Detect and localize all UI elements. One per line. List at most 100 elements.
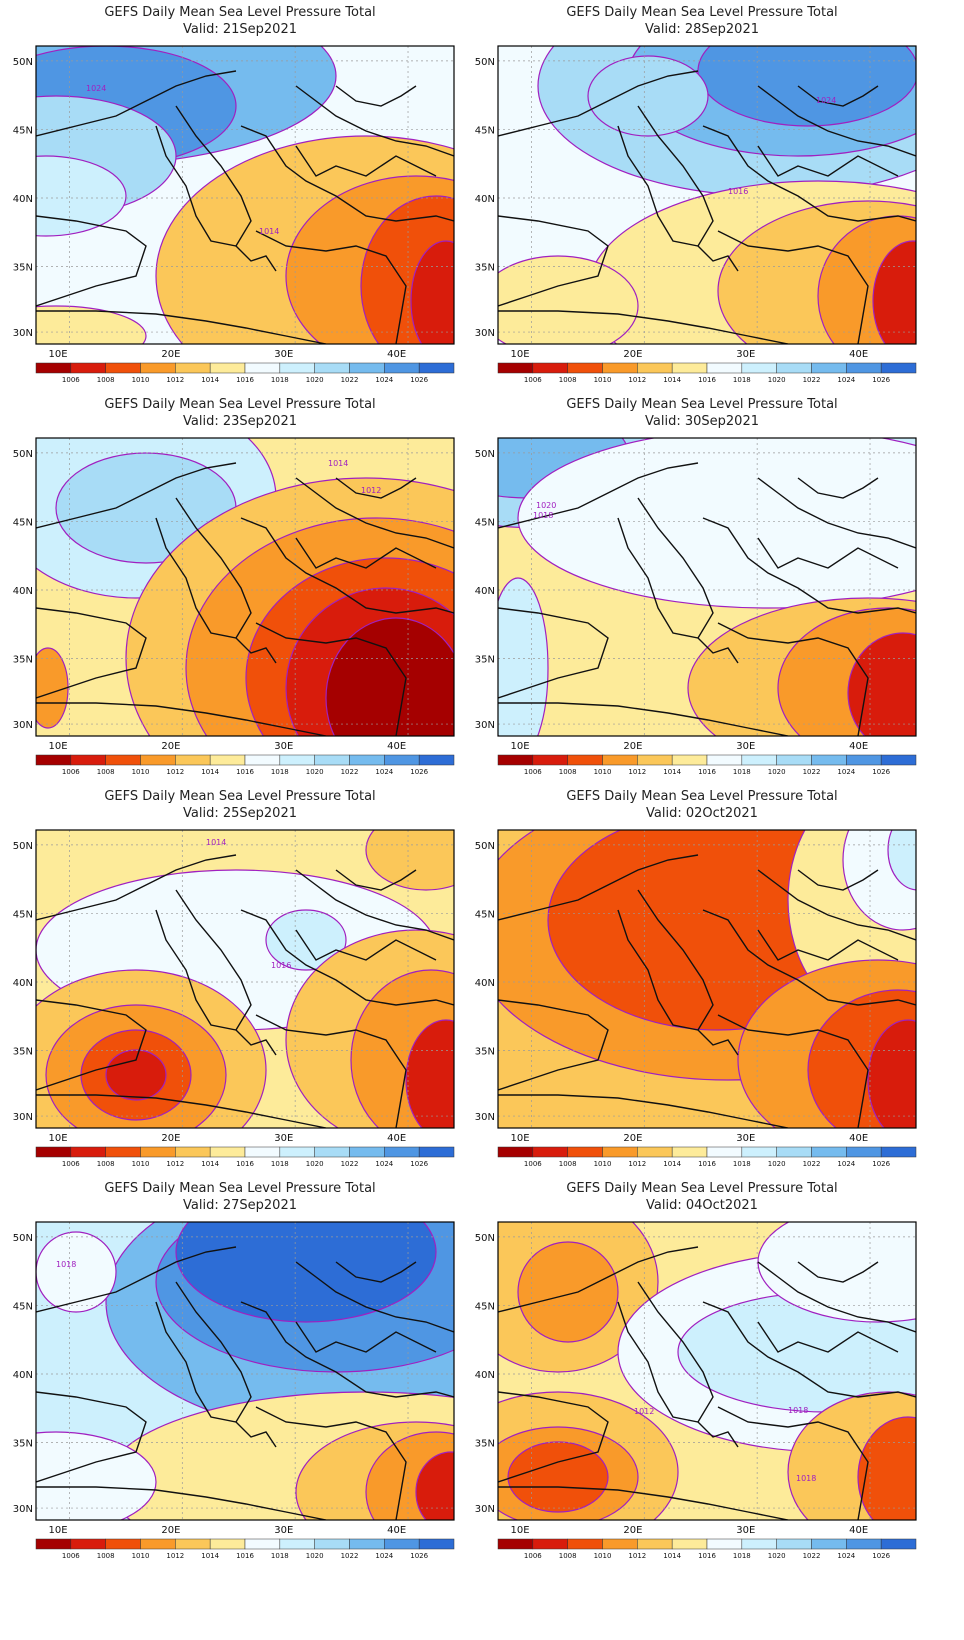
- coastline: [797, 477, 879, 499]
- colorbar-label: 1018: [271, 1160, 289, 1168]
- lat-tick-label: 30N: [13, 1504, 33, 1515]
- lon-tick-label: 40E: [849, 741, 868, 752]
- colorbar-label: 1012: [166, 768, 184, 776]
- lon-tick-label: 10E: [49, 349, 68, 360]
- lon-tick-label: 20E: [623, 741, 642, 752]
- lat-tick-label: 50N: [475, 57, 495, 68]
- lat-tick-label: 40N: [475, 194, 495, 205]
- isobar-region: [325, 617, 454, 736]
- colorbar-label: 1018: [271, 1552, 289, 1560]
- lat-tick-label: 30N: [13, 720, 33, 731]
- lat-tick-label: 30N: [13, 1112, 33, 1123]
- colorbar-swatch: [140, 1146, 176, 1158]
- panel-title: GEFS Daily Mean Sea Level Pressure Total: [566, 1181, 838, 1196]
- colorbar-swatch: [846, 1146, 882, 1158]
- coastline: [335, 477, 417, 499]
- colorbar-swatch: [418, 1538, 455, 1550]
- colorbar-label: 1014: [201, 376, 219, 384]
- coastline: [702, 517, 916, 614]
- coastline: [498, 1391, 609, 1483]
- colorbar-swatch: [209, 362, 246, 374]
- colorbar-label: 1010: [132, 768, 150, 776]
- colorbar-swatch: [244, 1146, 281, 1158]
- colorbar-swatch: [880, 362, 917, 374]
- colorbar-label: 1022: [341, 1552, 359, 1560]
- colorbar-label: 1024: [375, 1160, 393, 1168]
- colorbar-swatch: [209, 1538, 246, 1550]
- coastline: [36, 1246, 237, 1313]
- colorbar-label: 1006: [524, 376, 542, 384]
- lon-tick-label: 40E: [387, 741, 406, 752]
- isobar-region: [175, 1222, 437, 1323]
- colorbar-swatch: [706, 1146, 743, 1158]
- coastline: [702, 909, 916, 1006]
- colorbar-label: 1010: [594, 768, 612, 776]
- coastline: [295, 477, 454, 549]
- colorbar-label: 1010: [594, 376, 612, 384]
- isobar-region: [36, 155, 127, 237]
- lon-tick-label: 30E: [274, 349, 293, 360]
- colorbar-label: 1008: [559, 376, 577, 384]
- coastline: [36, 1391, 147, 1483]
- colorbar-swatch: [602, 362, 638, 374]
- colorbar-swatch: [602, 1146, 638, 1158]
- colorbar-swatch: [497, 1146, 534, 1158]
- colorbar-label: 1026: [872, 1552, 890, 1560]
- colorbar-swatch: [35, 1538, 72, 1550]
- lat-tick-label: 40N: [13, 1370, 33, 1381]
- colorbar-swatch: [418, 362, 455, 374]
- colorbar-swatch: [175, 1538, 211, 1550]
- lon-tick-label: 10E: [49, 1525, 68, 1536]
- colorbar-label: 1014: [201, 1552, 219, 1560]
- colorbar-swatch: [567, 754, 603, 766]
- colorbar-swatch: [671, 754, 708, 766]
- colorbar-label: 1006: [524, 1552, 542, 1560]
- colorbar-label: 1010: [132, 376, 150, 384]
- panel-title: GEFS Daily Mean Sea Level Pressure Total: [566, 397, 838, 412]
- colorbar-label: 1008: [559, 768, 577, 776]
- isobar-label: 1012: [361, 486, 381, 495]
- coastline: [498, 1094, 789, 1128]
- isobar-label: 1014: [259, 227, 279, 236]
- lat-tick-label: 35N: [13, 1047, 33, 1058]
- lon-tick-label: 20E: [161, 349, 180, 360]
- colorbar-swatch: [637, 1538, 673, 1550]
- colorbar-label: 1020: [306, 376, 324, 384]
- lon-tick-label: 40E: [387, 1525, 406, 1536]
- coastline: [757, 1261, 916, 1333]
- colorbar-label: 1024: [375, 376, 393, 384]
- coastline: [498, 1486, 789, 1520]
- lon-tick-label: 10E: [511, 1525, 530, 1536]
- coastline: [36, 999, 147, 1091]
- colorbar-swatch: [140, 362, 176, 374]
- colorbar-swatch: [140, 1538, 176, 1550]
- lon-tick-label: 40E: [849, 1525, 868, 1536]
- lat-tick-label: 30N: [13, 328, 33, 339]
- isobar-region: [517, 1241, 619, 1343]
- coastline: [255, 1014, 407, 1128]
- colorbar-label: 1024: [375, 1552, 393, 1560]
- lon-tick-label: 30E: [736, 1133, 755, 1144]
- colorbar-label: 1020: [768, 768, 786, 776]
- colorbar-swatch: [418, 1146, 455, 1158]
- colorbar-swatch: [671, 362, 708, 374]
- lon-tick-label: 40E: [387, 1133, 406, 1144]
- lon-tick-label: 10E: [49, 741, 68, 752]
- colorbar-label: 1014: [201, 1160, 219, 1168]
- colorbar-label: 1014: [663, 1552, 681, 1560]
- colorbar-swatch: [846, 1538, 882, 1550]
- lon-tick-label: 20E: [161, 741, 180, 752]
- lon-tick-label: 40E: [849, 1133, 868, 1144]
- colorbar-label: 1008: [559, 1160, 577, 1168]
- lat-tick-label: 35N: [13, 1439, 33, 1450]
- lon-tick-label: 20E: [623, 349, 642, 360]
- isobar-region: [857, 1416, 916, 1520]
- colorbar-swatch: [671, 1146, 708, 1158]
- colorbar-label: 1024: [837, 376, 855, 384]
- colorbar-label: 1024: [375, 768, 393, 776]
- colorbar-swatch: [497, 754, 534, 766]
- isobar-region: [498, 255, 639, 344]
- colorbar-label: 1022: [803, 768, 821, 776]
- colorbar-swatch: [637, 1146, 673, 1158]
